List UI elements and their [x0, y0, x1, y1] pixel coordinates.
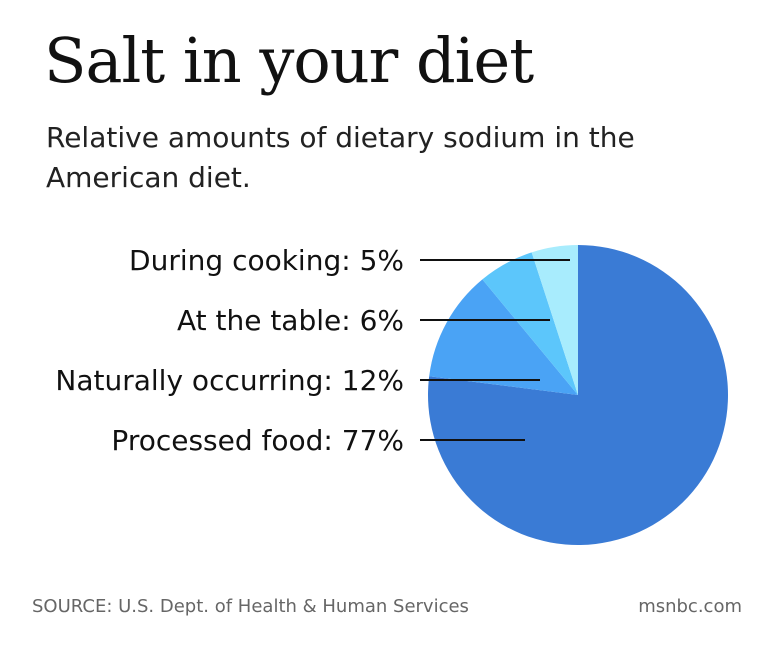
chart-subtitle: Relative amounts of dietary sodium in th…	[46, 121, 635, 194]
credit-logo: msnbc.com	[638, 596, 742, 617]
source-note: SOURCE: U.S. Dept. of Health & Human Ser…	[32, 596, 469, 617]
leader-lines	[420, 259, 570, 441]
slice-label-0: Processed food: 77%	[111, 424, 404, 457]
pie-slices	[428, 245, 728, 545]
slice-labels: During cooking: 5% At the table: 6% Natura…	[55, 244, 404, 457]
slice-label-2: At the table: 6%	[177, 304, 404, 337]
pie-slice-1	[429, 279, 578, 395]
pie-slice-3	[531, 245, 578, 395]
slice-label-3: During cooking: 5%	[129, 244, 404, 277]
pie-slice-2	[482, 252, 578, 395]
slice-label-1: Naturally occurring: 12%	[55, 364, 404, 397]
chart-title: Salt in your diet	[44, 24, 534, 97]
